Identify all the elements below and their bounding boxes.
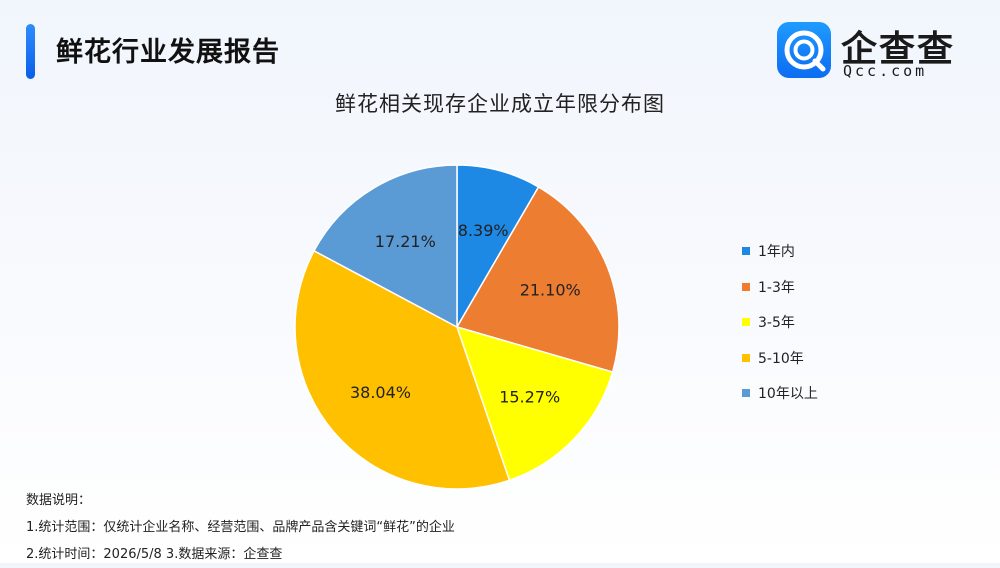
chart-title: 鲜花相关现存企业成立年限分布图 xyxy=(335,92,665,116)
legend-label: 5-10年 xyxy=(758,350,804,367)
legend-label: 1-3年 xyxy=(758,279,795,296)
pie-slice-1 xyxy=(455,185,620,373)
report-title: 鲜花行业发展报告 xyxy=(56,37,280,68)
legend-item-4: 10年以上 xyxy=(742,384,818,420)
legend-swatch xyxy=(742,282,750,291)
qcc-logo: 企查查 Qcc.com xyxy=(777,22,967,80)
title-accent-bar xyxy=(26,24,35,79)
notes-scope: 1.统计范围：仅统计企业名称、经营范围、品牌产品含关键词“鲜花”的企业 xyxy=(26,520,455,535)
legend-swatch xyxy=(742,247,750,255)
legend-label: 3-5年 xyxy=(758,315,795,331)
data-notes: 数据说明： 1.统计范围：仅统计企业名称、经营范围、品牌产品含关键词“鲜花”的企… xyxy=(26,487,455,568)
legend-item-0: 1年内 xyxy=(742,242,818,278)
legend-label: 1年内 xyxy=(758,244,795,260)
legend-swatch xyxy=(742,389,750,397)
legend-label: 10年以上 xyxy=(758,386,818,402)
pie-slice-4 xyxy=(313,164,458,329)
pie-data-label-1: 21.10% xyxy=(520,281,581,300)
legend-item-1: 1-3年 xyxy=(742,278,818,314)
qcc-logo-icon xyxy=(777,22,831,78)
pie-data-label-0: 8.39% xyxy=(458,221,509,240)
pie-slice-2 xyxy=(455,325,614,482)
logo-text-cn: 企查查 xyxy=(841,29,956,70)
pie-slice-3 xyxy=(294,249,511,490)
notes-time-source: 2.统计时间：2026/5/8 3.数据来源：企查查 xyxy=(26,547,283,562)
legend-item-3: 5-10年 xyxy=(742,349,818,385)
legend-item-2: 3-5年 xyxy=(742,313,818,349)
pie-data-label-2: 15.27% xyxy=(499,387,560,406)
chart-legend: 1年内 1-3年 3-5年 5-10年 10年以上 xyxy=(742,242,818,420)
pie-slice-0 xyxy=(456,164,540,330)
notes-heading: 数据说明： xyxy=(26,493,92,508)
legend-swatch xyxy=(742,318,750,326)
pie-data-label-4: 17.21% xyxy=(375,232,436,251)
pie-data-label-3: 38.04% xyxy=(350,383,411,402)
legend-swatch xyxy=(742,353,750,362)
logo-text-en: Qcc.com xyxy=(843,62,928,80)
